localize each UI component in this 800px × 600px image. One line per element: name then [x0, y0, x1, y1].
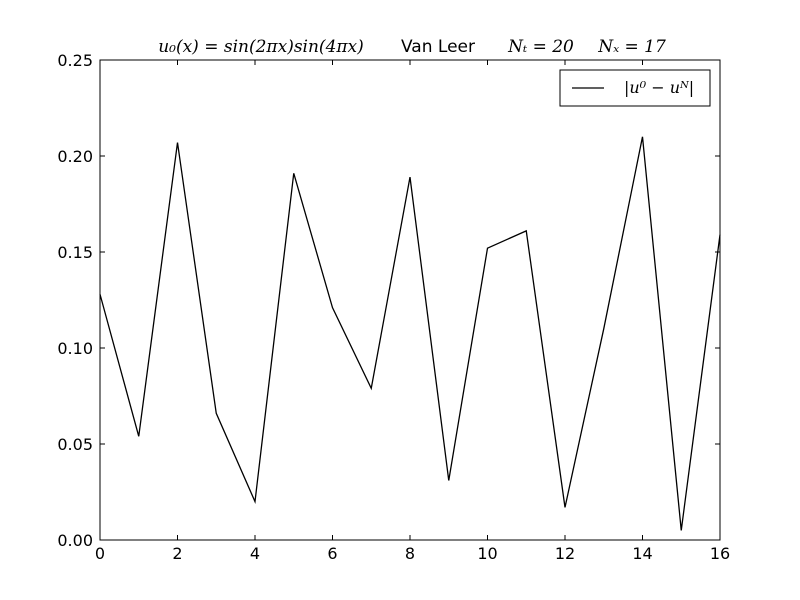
y-tick-label: 0.00: [57, 531, 93, 550]
title-nt: Nₜ = 20: [507, 37, 574, 57]
y-tick-label: 0.10: [57, 339, 93, 358]
y-tick-label: 0.20: [57, 147, 93, 166]
x-tick-label: 0: [95, 544, 105, 563]
title-formula: u₀(x) = sin(2πx)sin(4πx): [158, 37, 364, 57]
y-tick-label: 0.15: [57, 243, 93, 262]
x-axis-ticks: 0 2 4 6 8 10 12 14 16: [95, 60, 730, 563]
legend: |u⁰ − uᴺ|: [559, 69, 711, 107]
x-tick-label: 8: [405, 544, 415, 563]
y-tick-label: 0.05: [57, 435, 93, 454]
x-tick-label: 14: [632, 544, 652, 563]
title-method: Van Leer: [401, 37, 475, 57]
chart-title: u₀(x) = sin(2πx)sin(4πx) Van Leer Nₜ = 2…: [158, 37, 666, 57]
x-tick-label: 12: [555, 544, 575, 563]
legend-label: |u⁰ − uᴺ|: [624, 78, 694, 97]
x-tick-label: 10: [477, 544, 497, 563]
x-tick-label: 2: [172, 544, 182, 563]
y-axis-ticks: 0.00 0.05 0.10 0.15 0.20 0.25: [57, 51, 720, 550]
y-tick-label: 0.25: [57, 51, 93, 70]
series-layer: [99, 136, 721, 531]
title-nx: Nₓ = 17: [597, 37, 666, 57]
x-tick-label: 16: [710, 544, 730, 563]
x-tick-label: 4: [250, 544, 260, 563]
series-line: [99, 136, 721, 531]
plot-frame: [99, 59, 721, 541]
x-tick-label: 6: [327, 544, 337, 563]
